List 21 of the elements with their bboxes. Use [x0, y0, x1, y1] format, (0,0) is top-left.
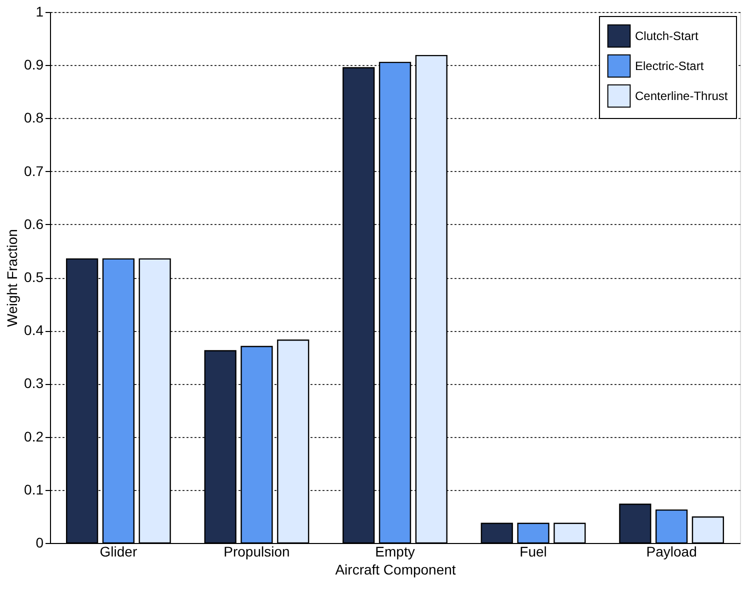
legend-label: Electric-Start — [635, 59, 704, 73]
y-tick-label: 0.5 — [24, 269, 44, 285]
y-tick-label: 0.7 — [24, 162, 44, 179]
y-tick-label: 0.8 — [24, 110, 44, 126]
y-tick-label: 0.4 — [24, 322, 44, 338]
x-tick-label: Glider — [100, 544, 138, 560]
legend-label: Centerline-Thrust — [635, 89, 728, 103]
y-tick-label: 0.9 — [24, 56, 44, 73]
legend-label: Clutch-Start — [635, 29, 700, 43]
y-tick-label: 0.1 — [24, 481, 44, 498]
y-axis-title: Weight Fraction — [4, 229, 20, 327]
y-tick-label: 1 — [36, 4, 44, 20]
x-tick-label: Empty — [375, 544, 415, 560]
x-tick-label: Propulsion — [224, 544, 290, 560]
x-tick-label: Payload — [646, 544, 697, 560]
y-tick-label: 0.2 — [24, 428, 44, 444]
x-tick-label: Fuel — [520, 544, 547, 560]
x-axis-title: Aircraft Component — [335, 562, 456, 578]
y-tick-label: 0.3 — [24, 375, 44, 392]
y-tick-label: 0.6 — [24, 216, 44, 232]
y-tick-label: 0 — [36, 534, 44, 550]
